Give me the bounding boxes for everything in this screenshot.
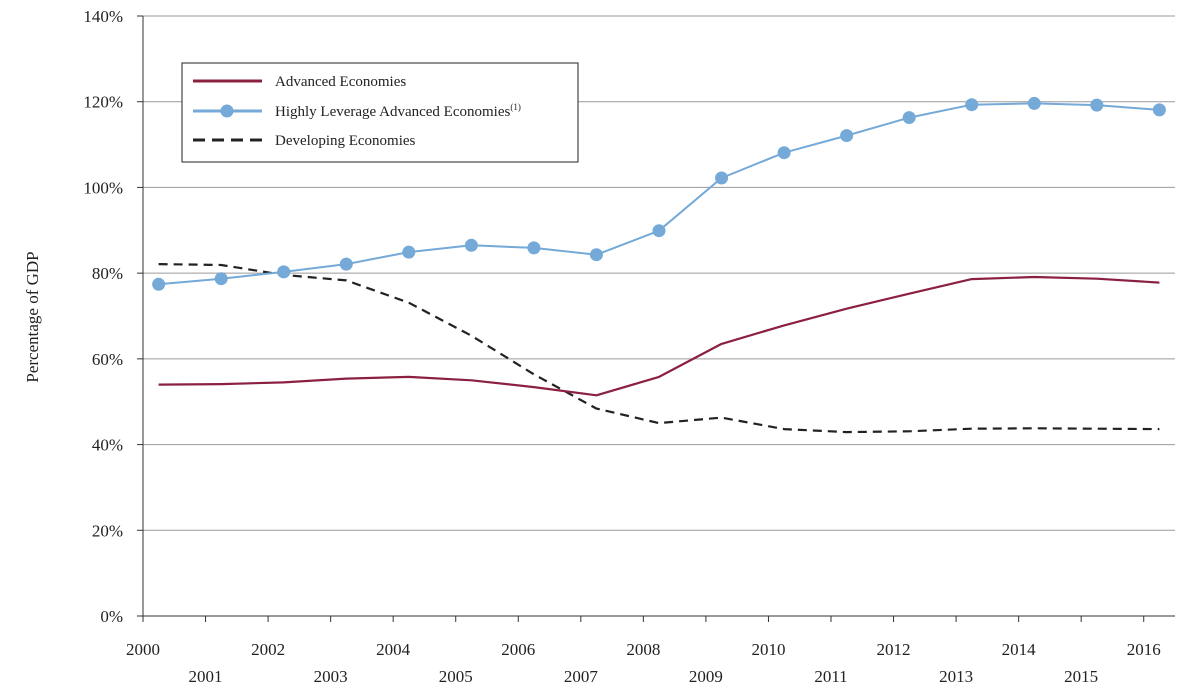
series-point <box>965 98 979 112</box>
legend-label-advanced: Advanced Economies <box>275 74 406 90</box>
x-tick-label: 2004 <box>376 640 411 659</box>
series-layer <box>152 96 1166 434</box>
x-tick-label: 2015 <box>1064 667 1098 686</box>
series-point <box>589 248 603 262</box>
series-point <box>152 277 166 291</box>
legend-label-developing: Developing Economies <box>275 133 416 149</box>
x-tick-label: 2007 <box>564 667 599 686</box>
series-point <box>214 272 228 286</box>
series-point <box>715 171 729 185</box>
y-tick-label: 100% <box>83 178 123 197</box>
series-point <box>902 111 916 125</box>
legend: Advanced Economies Highly Leverage Advan… <box>181 62 579 163</box>
x-tick-label: 2000 <box>126 640 160 659</box>
series-point <box>527 241 541 255</box>
series-line-2 <box>158 263 1160 434</box>
series-point <box>1027 96 1041 110</box>
series-point <box>277 265 291 279</box>
x-axis-ticks: 2000 2002 2004 2006 2008 2010 2012 2014 2016 2001… <box>126 616 1161 686</box>
series-point <box>777 146 791 160</box>
x-tick-label: 2005 <box>439 667 473 686</box>
legend-label-superscript: (1) <box>510 102 521 112</box>
x-tick-label: 2001 <box>189 667 223 686</box>
series-line-0 <box>158 275 1160 397</box>
legend-label-highly-leverage: Highly Leverage Advanced Economies(1) <box>275 102 521 120</box>
legend-marker-highly-leverage <box>220 104 234 118</box>
axes <box>142 16 1175 617</box>
y-tick-label: 140% <box>83 7 123 26</box>
x-tick-label: 2009 <box>689 667 723 686</box>
series-point <box>339 257 353 271</box>
series-point <box>1152 103 1166 117</box>
x-tick-label: 2006 <box>501 640 535 659</box>
series-point <box>652 224 666 238</box>
y-tick-label: 40% <box>92 436 123 455</box>
series-point <box>402 245 416 259</box>
y-tick-label: 120% <box>83 93 123 112</box>
y-tick-label: 0% <box>100 607 123 626</box>
y-tick-label: 20% <box>92 521 123 540</box>
x-tick-label: 2003 <box>314 667 348 686</box>
y-axis-title: Percentage of GDP <box>23 251 42 382</box>
series-point <box>464 238 478 252</box>
y-tick-label: 80% <box>92 264 123 283</box>
y-tick-label: 60% <box>92 350 123 369</box>
x-tick-label: 2012 <box>877 640 911 659</box>
x-tick-label: 2008 <box>626 640 660 659</box>
y-axis-ticks: 0% 20% 40% 60% 80% 100% 120% 140% <box>83 7 143 626</box>
x-tick-label: 2010 <box>751 640 785 659</box>
x-tick-label: 2016 <box>1127 640 1161 659</box>
x-tick-label: 2011 <box>814 667 847 686</box>
x-tick-label: 2002 <box>251 640 285 659</box>
series-point <box>840 129 854 143</box>
legend-label-highly-leverage-text: Highly Leverage Advanced Economies <box>275 104 510 120</box>
series-point <box>1090 98 1104 112</box>
x-tick-label: 2014 <box>1002 640 1037 659</box>
x-tick-label: 2013 <box>939 667 973 686</box>
